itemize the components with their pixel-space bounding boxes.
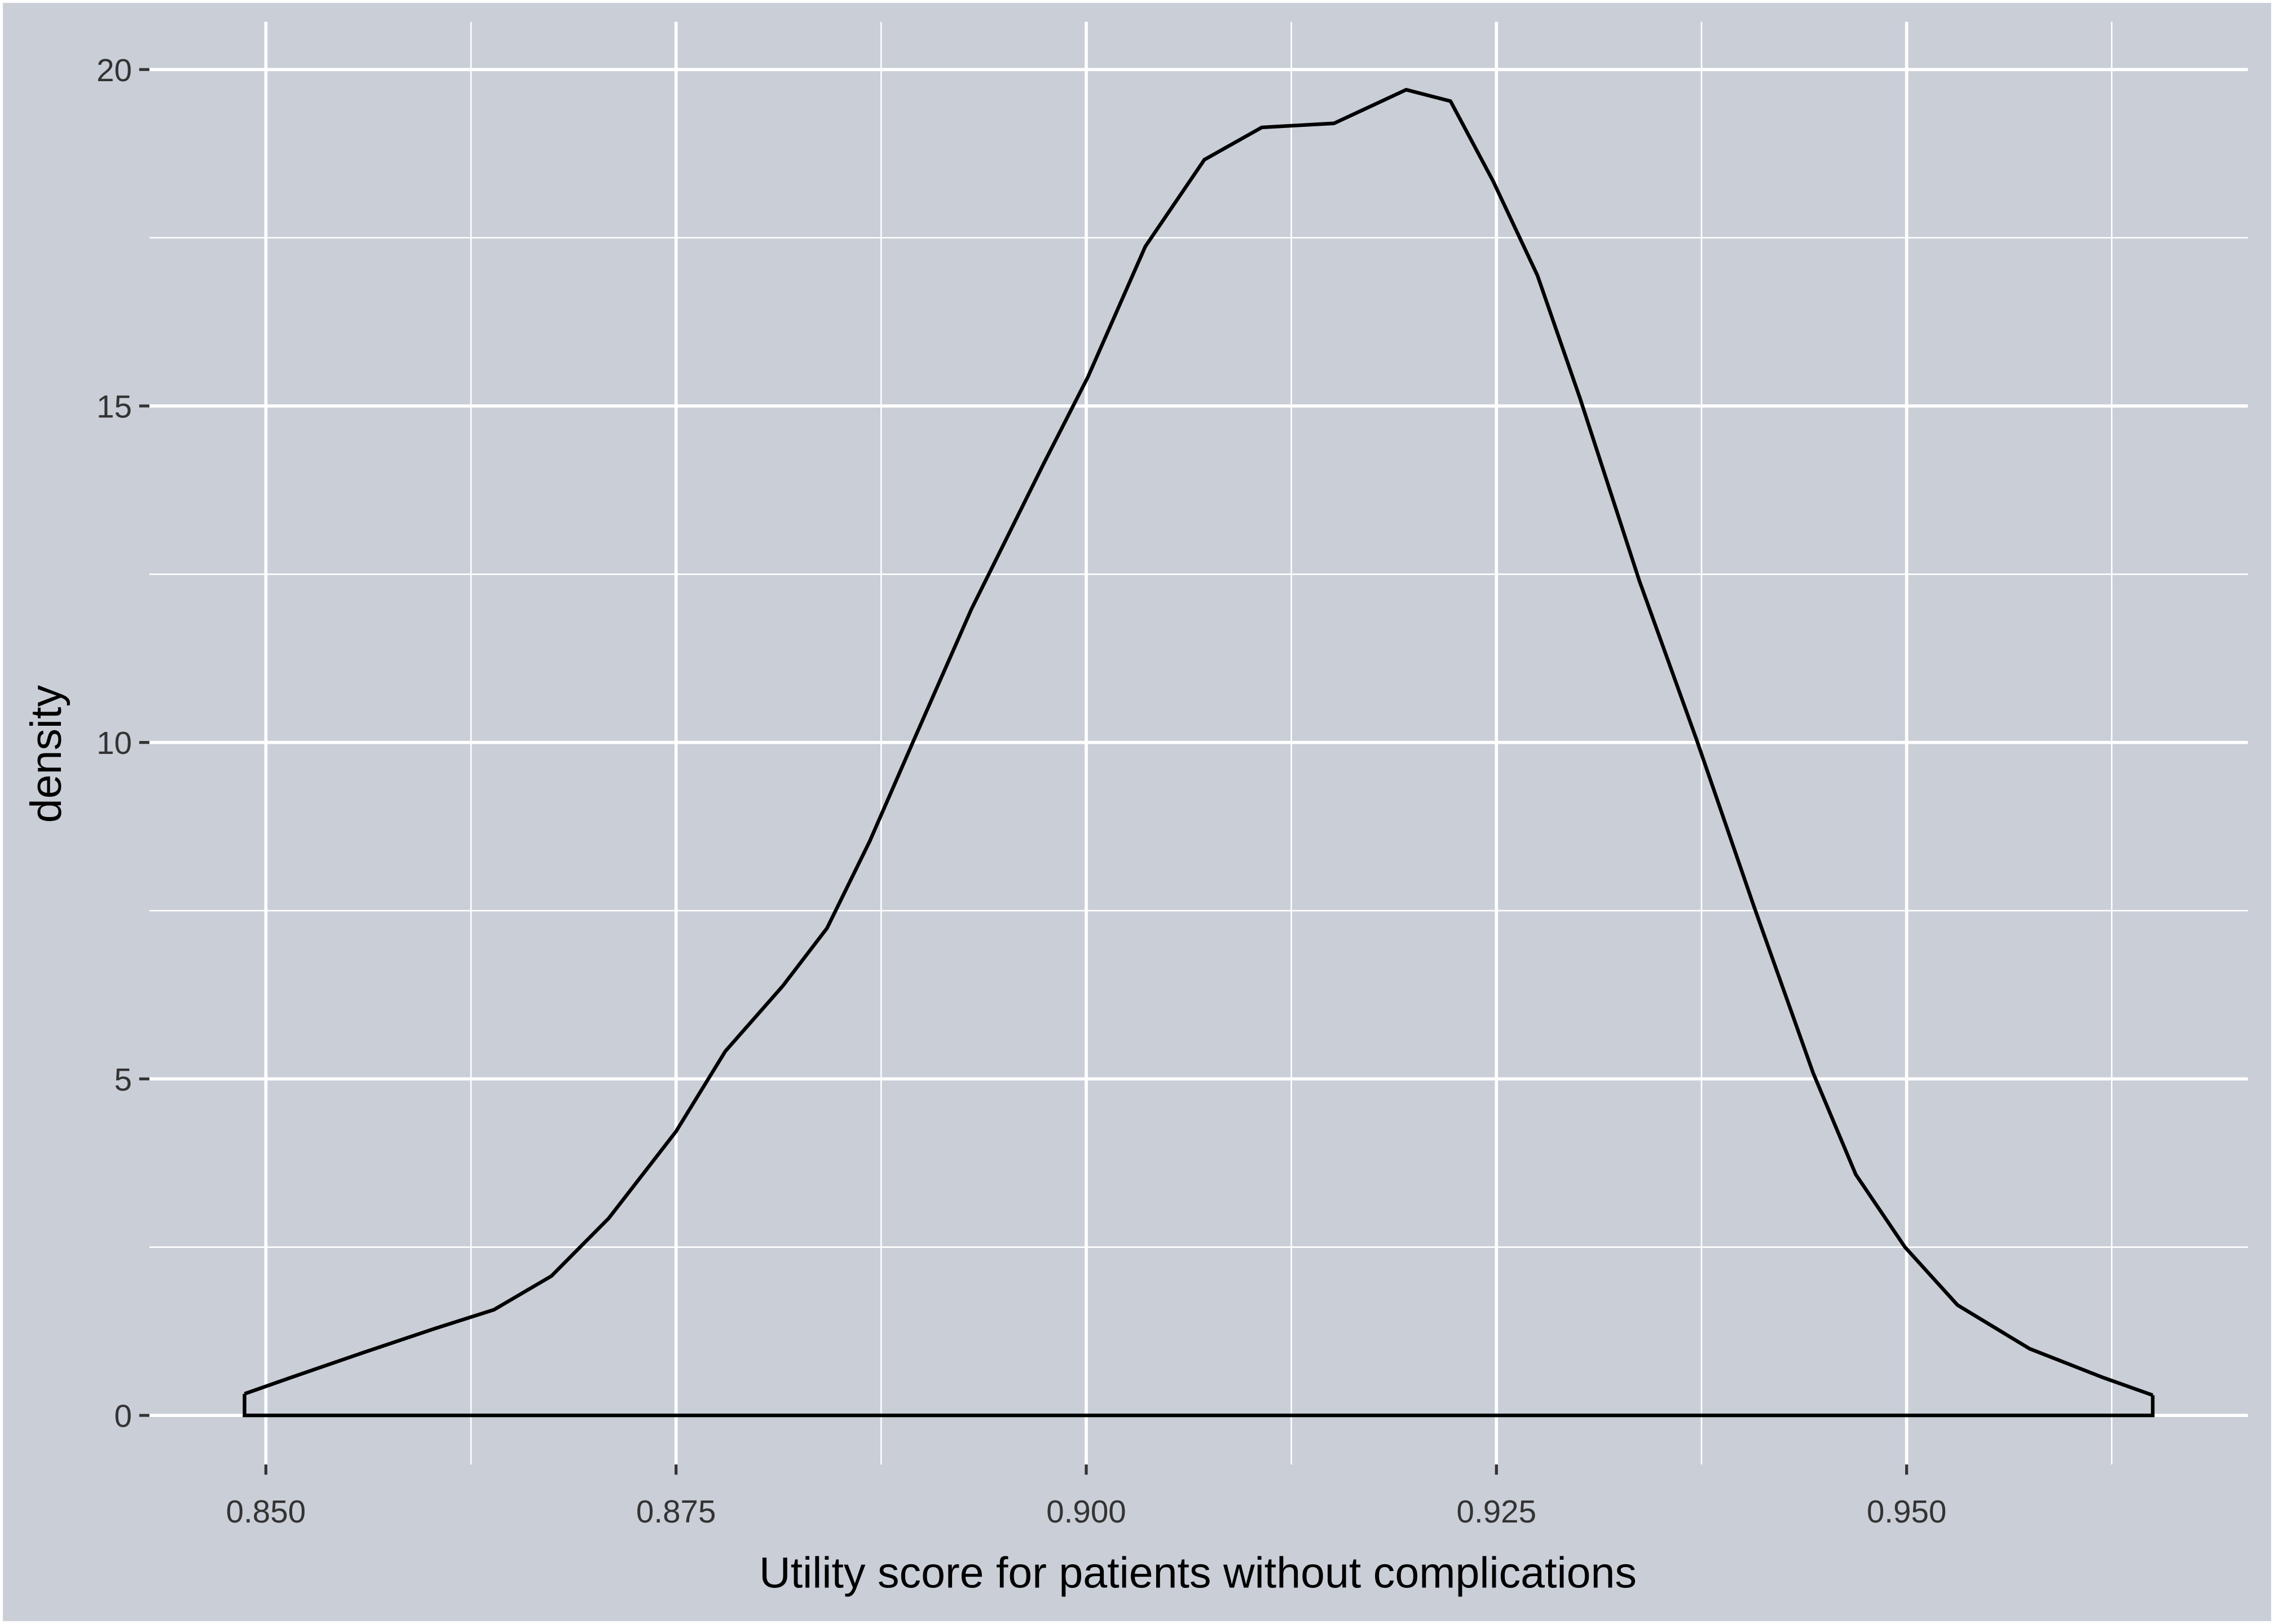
y-tick-label: 15 (96, 389, 132, 425)
x-tick-label: 0.875 (636, 1494, 716, 1529)
y-axis-title: density (22, 685, 70, 823)
density-outline (243, 1393, 2155, 1418)
y-tick-label: 0 (114, 1398, 132, 1434)
x-tick-label: 0.850 (226, 1494, 306, 1529)
x-tick-label: 0.925 (1457, 1494, 1537, 1529)
x-tick-label: 0.950 (1867, 1494, 1947, 1529)
y-tick-label: 10 (96, 725, 132, 761)
y-tick-label: 5 (114, 1062, 132, 1097)
x-tick-label: 0.900 (1046, 1494, 1126, 1529)
density-curve (244, 87, 2154, 1397)
y-tick-label: 20 (96, 52, 132, 88)
x-axis-title: Utility score for patients without compl… (759, 1549, 1637, 1597)
